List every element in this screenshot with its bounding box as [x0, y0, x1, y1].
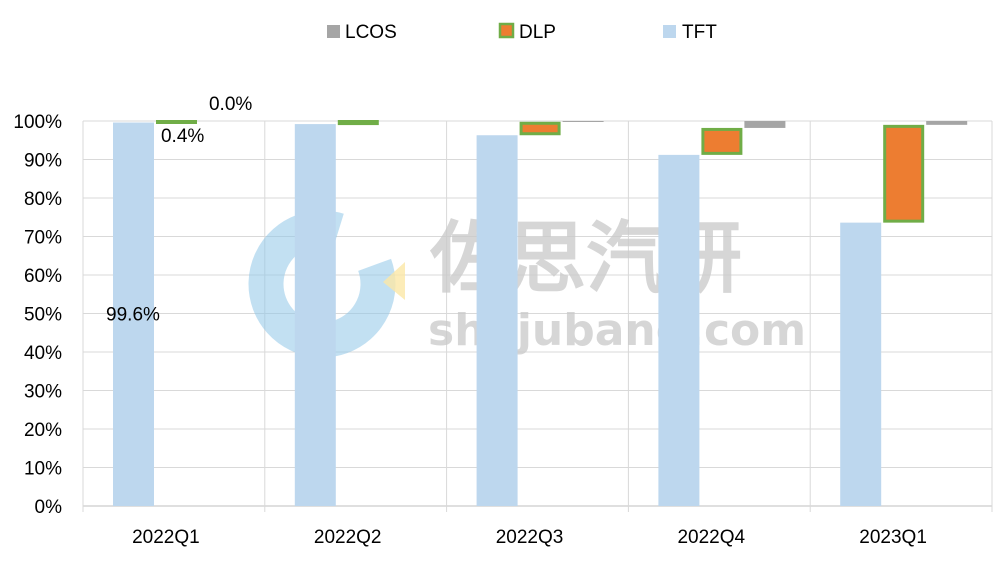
- bar-dlp: [519, 121, 561, 136]
- x-tick-label: 2023Q1: [859, 527, 927, 548]
- x-tick-label: 2022Q2: [314, 527, 382, 548]
- bar-tft: [476, 135, 518, 506]
- y-tick-label: 0%: [35, 497, 63, 518]
- y-tick-label: 100%: [13, 112, 62, 133]
- bar-tft: [840, 222, 882, 506]
- bar-tft: [294, 124, 336, 506]
- legend-item-tft: TFT: [663, 22, 717, 43]
- y-axis: 0% 10% 20% 30% 40% 50% 60% 70% 80% 90% 100%: [13, 112, 62, 518]
- x-tick-label: 2022Q1: [132, 527, 200, 548]
- y-tick-label: 40%: [24, 343, 62, 364]
- y-tick-label: 30%: [24, 382, 62, 403]
- data-label-lcos: 0.0%: [209, 94, 252, 115]
- bar-dlp: [701, 127, 743, 155]
- bar-tft: [658, 154, 700, 506]
- legend-item-lcos: LCOS: [327, 22, 397, 43]
- bar-dlp: [155, 120, 197, 124]
- y-tick-label: 90%: [24, 151, 62, 172]
- data-labels: 99.6% 0.4%0.0%: [106, 94, 252, 326]
- bar-lcos: [562, 121, 604, 122]
- legend-item-dlp: DLP: [498, 22, 556, 43]
- y-tick-label: 20%: [24, 420, 62, 441]
- bars: [112, 120, 968, 506]
- bar-dlp: [883, 124, 925, 223]
- bar-lcos: [744, 121, 786, 128]
- y-tick-label: 10%: [24, 459, 62, 480]
- legend-swatch-tft: [663, 25, 676, 38]
- x-axis: 2022Q1 2022Q2 2022Q3 2022Q4 2023Q1: [132, 527, 927, 548]
- y-tick-label: 80%: [24, 189, 62, 210]
- data-label-tft: 99.6%: [106, 305, 160, 326]
- legend-label-lcos: LCOS: [345, 22, 397, 43]
- y-tick-label: 70%: [24, 228, 62, 249]
- y-tick-label: 60%: [24, 266, 62, 287]
- legend-swatch-lcos: [327, 25, 340, 38]
- y-tick-label: 50%: [24, 305, 62, 326]
- bar-lcos: [926, 121, 968, 125]
- legend-label-dlp: DLP: [519, 22, 556, 43]
- x-tick-label: 2022Q3: [496, 527, 564, 548]
- x-tick-label: 2022Q4: [677, 527, 745, 548]
- legend-label-tft: TFT: [682, 22, 717, 43]
- legend: LCOS DLP TFT: [327, 22, 717, 43]
- bar-tft: [112, 122, 154, 506]
- data-label-dlp: 0.4%: [161, 126, 204, 147]
- bar-dlp: [337, 120, 379, 126]
- legend-swatch-dlp: [498, 22, 515, 39]
